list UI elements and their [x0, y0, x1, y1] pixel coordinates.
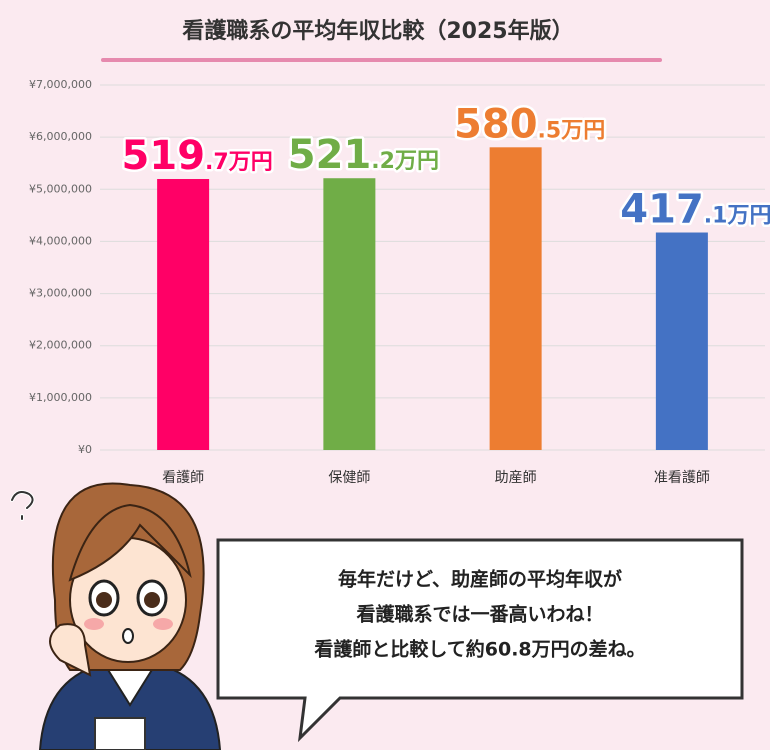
speech-bubble: [216, 538, 744, 743]
speech-line: 毎年だけど、助産師の平均年収が: [338, 568, 622, 591]
y-tick-label: ¥2,000,000: [29, 339, 92, 352]
speech-line: 看護師と比較して約60.8万円の差ね。: [313, 638, 645, 661]
y-tick-label: ¥0: [78, 443, 92, 456]
plot-area: ¥0 ¥1,000,000 ¥2,000,000 ¥3,000,000 ¥4,000,0…: [29, 78, 770, 486]
chart-title: 看護職系の平均年収比較（2025年版）: [182, 18, 573, 44]
bar: [489, 147, 542, 450]
value-label: 580.5万円: [454, 101, 605, 147]
y-tick-label: ¥5,000,000: [29, 182, 92, 195]
x-tick-label: 看護師: [162, 470, 204, 486]
y-tick-label: ¥4,000,000: [29, 234, 92, 247]
x-tick-label: 保健師: [328, 470, 370, 486]
x-tick-label: 准看護師: [654, 470, 710, 486]
y-tick-label: ¥1,000,000: [29, 391, 92, 404]
x-tick-label: 助産師: [495, 470, 537, 486]
speech-line: 看護職系では一番高いわね！: [355, 603, 603, 626]
y-tick-label: ¥7,000,000: [29, 78, 92, 91]
bar: [323, 178, 376, 450]
value-label: 521.2万円: [288, 132, 439, 178]
value-label: 519.7万円: [122, 133, 273, 179]
nurse-illustration: [10, 482, 222, 750]
y-tick-label: ¥3,000,000: [29, 287, 92, 300]
bar: [157, 179, 210, 451]
y-tick-label: ¥6,000,000: [29, 130, 92, 143]
bar: [655, 232, 708, 450]
value-label: 417.1万円: [620, 187, 770, 233]
